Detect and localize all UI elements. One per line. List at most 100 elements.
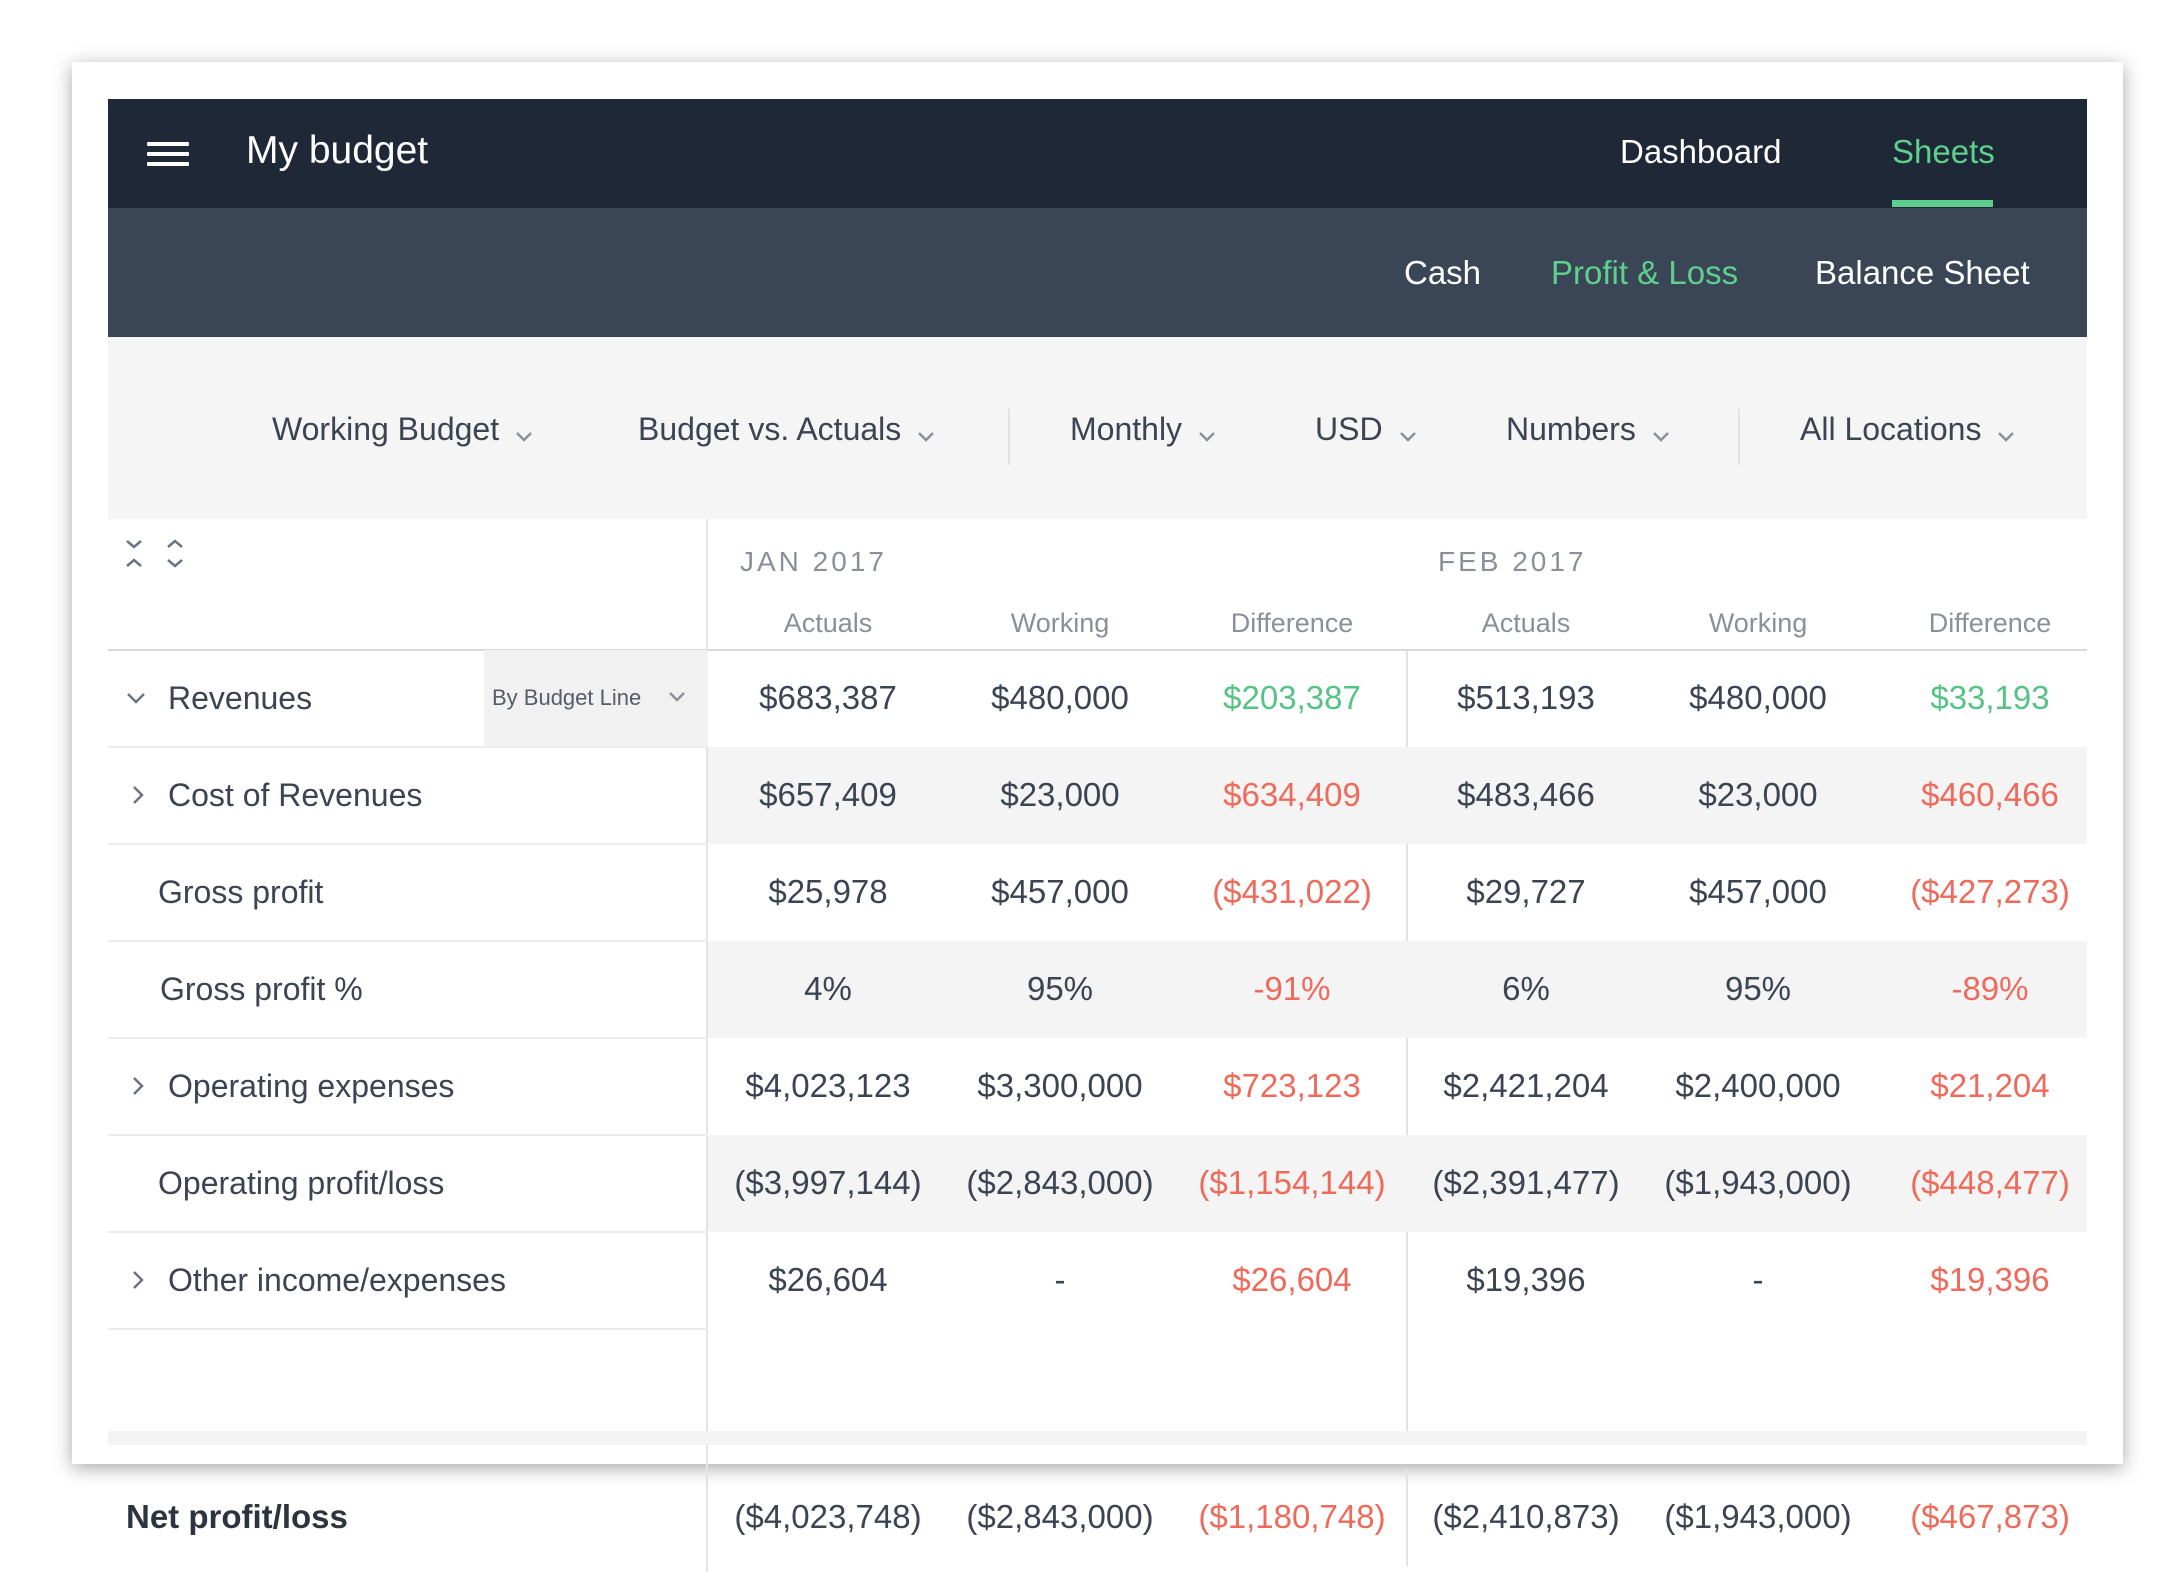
table-row-other-income-expenses[interactable]: Other income/expenses $26,604 - $26,604 …: [108, 1232, 2087, 1330]
screenshot-frame: My budget Dashboard Sheets Cash Profit &…: [72, 62, 2123, 1572]
chevron-down-icon: [515, 408, 533, 456]
value-cell: $513,193: [1457, 679, 1595, 716]
table-row-cost-of-revenues[interactable]: Cost of Revenues $657,409 $23,000 $634,4…: [108, 747, 2087, 845]
difference-cell: $203,387: [1223, 679, 1361, 716]
row-divider: [108, 1231, 708, 1233]
profit-loss-table: JAN 2017 FEB 2017 Actuals Working Differ…: [108, 519, 2087, 1572]
row-divider: [108, 843, 708, 845]
expand-collapse-all-icon[interactable]: [124, 535, 204, 595]
total-label: Net profit/loss: [126, 1498, 348, 1535]
label-column-divider: [706, 519, 708, 1572]
table-row-net-profit-loss: Net profit/loss ($4,023,748) ($2,843,000…: [108, 1469, 2087, 1566]
value-cell: -: [1752, 1261, 1764, 1298]
period-dropdown[interactable]: Monthly: [1070, 405, 1216, 456]
nav-dashboard[interactable]: Dashboard: [1620, 133, 1782, 170]
row-label: Operating expenses: [168, 1068, 455, 1104]
difference-cell: $33,193: [1930, 679, 2050, 716]
difference-cell: $26,604: [1232, 1261, 1352, 1298]
budget-version-label: Working Budget: [272, 411, 500, 447]
row-shading: [708, 747, 2087, 844]
difference-cell: ($1,154,144): [1198, 1164, 1386, 1201]
table-row-operating-expenses[interactable]: Operating expenses $4,023,123 $3,300,000…: [108, 1038, 2087, 1136]
difference-cell: ($448,477): [1910, 1164, 2070, 1201]
format-label: Numbers: [1506, 411, 1636, 447]
row-label: Cost of Revenues: [168, 777, 423, 813]
currency-label: USD: [1315, 411, 1383, 447]
row-label: Revenues: [168, 680, 313, 716]
table-row-revenues[interactable]: Revenues By Budget Line $683,387 $480,00…: [108, 650, 2087, 748]
difference-cell: ($431,022): [1212, 873, 1372, 910]
row-divider: [108, 746, 708, 748]
column-header: Difference: [1928, 608, 2052, 638]
chevron-down-icon: [1198, 408, 1216, 456]
tab-cash[interactable]: Cash: [1404, 254, 1482, 291]
currency-dropdown[interactable]: USD: [1315, 405, 1417, 456]
row-shading: [708, 1135, 2087, 1232]
location-label: All Locations: [1800, 411, 1982, 447]
value-cell: $4,023,123: [745, 1067, 911, 1104]
value-cell: $480,000: [1689, 679, 1827, 716]
difference-cell: -91%: [1253, 970, 1331, 1007]
group-by-dropdown[interactable]: By Budget Line: [484, 650, 708, 747]
nav-sheets[interactable]: Sheets: [1892, 133, 1995, 170]
value-cell: 95%: [1026, 970, 1094, 1007]
difference-cell: $723,123: [1223, 1067, 1361, 1104]
value-cell: $25,978: [768, 873, 888, 910]
budget-version-dropdown[interactable]: Working Budget: [272, 405, 533, 456]
value-cell: 4%: [804, 970, 852, 1007]
column-header: Actuals: [783, 608, 873, 638]
month-divider: [1406, 649, 1408, 1431]
column-header: Difference: [1230, 608, 1354, 638]
tab-balance-sheet[interactable]: Balance Sheet: [1815, 254, 2030, 291]
value-cell: $29,727: [1466, 873, 1586, 910]
top-bar: My budget Dashboard Sheets: [108, 99, 2087, 208]
column-header: Actuals: [1481, 608, 1571, 638]
format-dropdown[interactable]: Numbers: [1506, 405, 1670, 456]
location-dropdown[interactable]: All Locations: [1800, 405, 2015, 456]
chevron-down-icon: [917, 408, 935, 456]
value-cell: $457,000: [1689, 873, 1827, 910]
chevron-down-icon[interactable]: [124, 684, 148, 712]
app-title: My budget: [246, 129, 429, 172]
value-cell: $683,387: [759, 679, 897, 716]
sheet-tabs-bar: Cash Profit & Loss Balance Sheet: [108, 208, 2087, 337]
row-label: Gross profit %: [160, 971, 363, 1007]
chevron-right-icon[interactable]: [126, 1266, 150, 1294]
total-difference-cell: ($467,873): [1910, 1498, 2070, 1535]
column-header: Working: [1708, 608, 1808, 638]
value-cell: $23,000: [1698, 776, 1818, 813]
value-cell: $480,000: [991, 679, 1129, 716]
hamburger-menu-icon[interactable]: [147, 133, 189, 173]
table-row-gross-profit: Gross profit $25,978 $457,000 ($431,022)…: [108, 844, 2087, 942]
column-header: Working: [1010, 608, 1110, 638]
month-divider: [1406, 1469, 1408, 1566]
chevron-right-icon[interactable]: [126, 1072, 150, 1100]
header-divider: [108, 649, 2087, 651]
total-difference-cell: ($1,180,748): [1198, 1498, 1386, 1535]
value-cell: 95%: [1724, 970, 1792, 1007]
value-cell: $483,466: [1457, 776, 1595, 813]
difference-cell: -89%: [1951, 970, 2029, 1007]
row-label: Gross profit: [158, 874, 324, 910]
value-cell: $26,604: [768, 1261, 888, 1298]
row-divider: [108, 1328, 708, 1330]
active-nav-indicator: [1892, 200, 1993, 207]
row-divider: [108, 1134, 708, 1136]
chevron-down-icon: [1652, 408, 1670, 456]
row-label: Other income/expenses: [168, 1262, 506, 1298]
tab-profit-loss[interactable]: Profit & Loss: [1551, 254, 1739, 291]
value-cell: -: [1054, 1261, 1066, 1298]
row-label: Operating profit/loss: [158, 1165, 445, 1201]
month-header: FEB 2017: [1438, 546, 1587, 577]
total-cell: ($2,410,873): [1432, 1498, 1620, 1535]
budget-app: My budget Dashboard Sheets Cash Profit &…: [108, 99, 2087, 1572]
chevron-right-icon[interactable]: [126, 781, 150, 809]
table-row-operating-profit-loss: Operating profit/loss ($3,997,144) ($2,8…: [108, 1135, 2087, 1233]
comparison-dropdown[interactable]: Budget vs. Actuals: [638, 405, 935, 456]
chevron-down-icon: [1997, 408, 2015, 456]
difference-cell: ($427,273): [1910, 873, 2070, 910]
group-by-label: By Budget Line: [492, 685, 642, 710]
value-cell: 6%: [1502, 970, 1550, 1007]
chevron-down-icon: [668, 690, 686, 708]
difference-cell: $460,466: [1921, 776, 2059, 813]
